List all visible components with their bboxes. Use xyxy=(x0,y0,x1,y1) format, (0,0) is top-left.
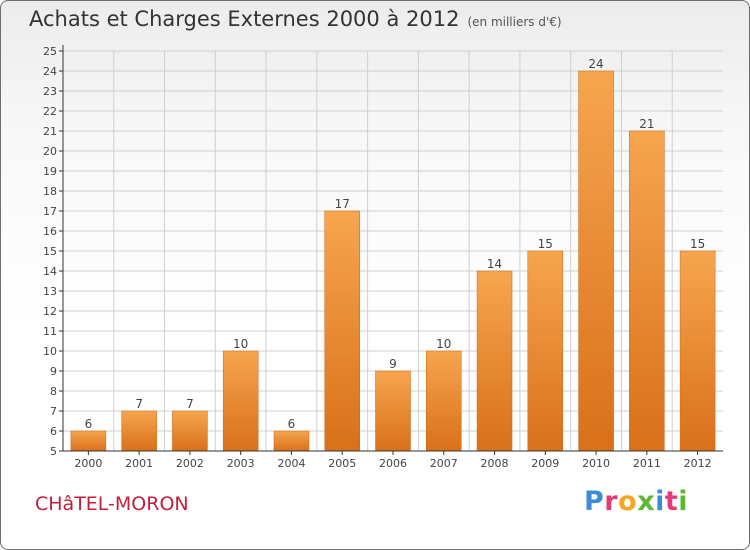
y-tick-label: 9 xyxy=(50,365,57,378)
y-tick-labels: 5 6 7 8 9 10 11 12 13 14 15 16 17 18 19 20 21 22 23 24 25 xyxy=(43,45,57,458)
data-label: 14 xyxy=(487,257,502,271)
data-labels: 6 7 7 10 6 17 9 10 14 15 24 21 15 xyxy=(85,57,706,431)
logo-letter: r xyxy=(604,486,619,517)
bar xyxy=(375,370,411,452)
bar xyxy=(324,210,360,452)
place-name: CHâTEL-MORON xyxy=(35,493,189,515)
bar xyxy=(476,270,513,452)
y-tick-label: 17 xyxy=(43,205,57,218)
x-tick-labels: 2000 2001 2002 2003 2004 2005 2006 2007 2008 2009… xyxy=(74,457,711,470)
data-label: 15 xyxy=(690,237,705,251)
x-tick-label: 2008 xyxy=(481,457,509,470)
y-tick-label: 6 xyxy=(50,425,57,438)
x-tick-label: 2011 xyxy=(633,457,661,470)
data-label: 9 xyxy=(389,357,397,371)
x-tick-label: 2002 xyxy=(176,457,204,470)
bar xyxy=(222,350,259,452)
y-tick-label: 24 xyxy=(43,65,57,78)
x-tick-label: 2005 xyxy=(328,457,356,470)
data-label: 10 xyxy=(436,337,451,351)
bar xyxy=(426,350,462,452)
logo-letter: t xyxy=(664,486,679,517)
y-tick-label: 10 xyxy=(43,345,57,358)
logo-letter: x xyxy=(637,486,656,517)
bar xyxy=(70,430,107,452)
y-tick-label: 15 xyxy=(43,245,57,258)
data-label: 17 xyxy=(335,197,350,211)
chart-subtitle: (en milliers d'€) xyxy=(467,15,562,29)
x-tick-label: 2010 xyxy=(582,457,610,470)
bar xyxy=(629,130,665,452)
y-tick-label: 14 xyxy=(43,265,57,278)
chart-title: Achats et Charges Externes 2000 à 2012 (e… xyxy=(29,7,562,31)
y-tick-label: 5 xyxy=(50,445,57,458)
y-tick-label: 20 xyxy=(43,145,57,158)
bar xyxy=(578,70,614,452)
chart-title-text: Achats et Charges Externes 2000 à 2012 xyxy=(29,7,460,31)
data-label: 24 xyxy=(588,57,603,71)
bars xyxy=(70,70,716,452)
y-tick-label: 19 xyxy=(43,165,57,178)
y-tick-label: 11 xyxy=(43,325,57,338)
data-label: 10 xyxy=(233,337,248,351)
y-tick-label: 21 xyxy=(43,125,57,138)
x-tick-label: 2001 xyxy=(125,457,153,470)
data-label: 7 xyxy=(186,397,194,411)
data-label: 21 xyxy=(639,117,654,131)
y-tick-label: 22 xyxy=(43,105,57,118)
data-label: 7 xyxy=(135,397,143,411)
bar xyxy=(121,410,157,452)
bar xyxy=(679,250,716,452)
y-tick-label: 8 xyxy=(50,385,57,398)
y-tick-label: 12 xyxy=(43,305,57,318)
y-tick-label: 23 xyxy=(43,85,57,98)
proxiti-logo: Proxiti xyxy=(584,486,688,517)
data-label: 15 xyxy=(538,237,553,251)
x-tick-label: 2006 xyxy=(379,457,407,470)
y-tick-label: 13 xyxy=(43,285,57,298)
bar xyxy=(527,250,564,452)
y-tick-label: 25 xyxy=(43,45,57,58)
x-tick-label: 2000 xyxy=(74,457,102,470)
y-tick-label: 7 xyxy=(50,405,57,418)
data-label: 6 xyxy=(85,417,93,431)
x-tick-label: 2003 xyxy=(227,457,255,470)
data-label: 6 xyxy=(288,417,296,431)
bar xyxy=(273,430,310,452)
logo-letter: i xyxy=(655,486,665,517)
axes xyxy=(59,45,723,455)
x-tick-label: 2009 xyxy=(531,457,559,470)
logo-letter: P xyxy=(584,486,605,517)
x-tick-label: 2012 xyxy=(684,457,712,470)
bar xyxy=(172,410,208,452)
x-tick-label: 2004 xyxy=(277,457,305,470)
logo-letter: i xyxy=(678,486,689,517)
x-tick-label: 2007 xyxy=(430,457,458,470)
y-tick-label: 18 xyxy=(43,185,57,198)
y-tick-label: 16 xyxy=(43,225,57,238)
logo-letter: o xyxy=(618,486,638,517)
